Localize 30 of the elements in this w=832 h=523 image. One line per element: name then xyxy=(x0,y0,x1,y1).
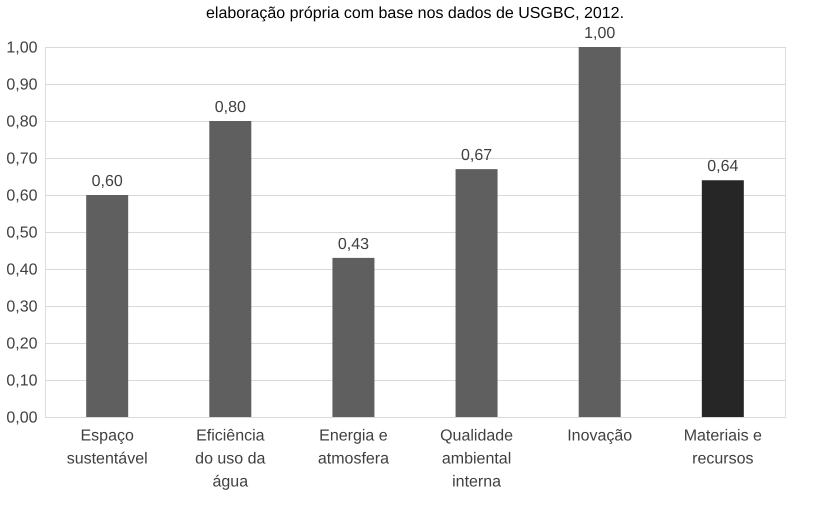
y-tick-label: 0,80 xyxy=(6,114,38,130)
y-tick-label: 0,60 xyxy=(6,188,38,204)
bar xyxy=(456,169,498,417)
bar xyxy=(332,258,374,417)
x-tick-label: Materiais e recursos xyxy=(684,428,762,468)
y-tick-label: 0,30 xyxy=(6,298,38,316)
bar xyxy=(578,47,621,417)
y-tick-label: 0,50 xyxy=(6,224,38,242)
data-label: 1,00 xyxy=(584,25,616,42)
x-tick-label: Inovação xyxy=(567,428,632,444)
chart-title: elaboração própria com base nos dados de USGBC, 2012. xyxy=(206,5,624,22)
bar xyxy=(86,195,128,417)
data-label: 0,80 xyxy=(214,99,246,116)
data-label: 0,67 xyxy=(460,147,492,164)
y-tick-label: 0,20 xyxy=(6,336,38,352)
y-tick-label: 1,00 xyxy=(6,40,38,56)
x-tick-label: Espaço sustentável xyxy=(66,428,148,468)
x-tick-label: Qualidade ambiental interna xyxy=(440,428,514,490)
y-tick-label: 0,90 xyxy=(6,76,38,94)
data-label: 0,60 xyxy=(92,173,123,190)
x-tick-label: Energia e atmosfera xyxy=(318,428,390,468)
y-tick-label: 0,10 xyxy=(6,372,38,390)
y-tick-label: 0,70 xyxy=(6,150,38,168)
data-label: 0,64 xyxy=(707,158,738,176)
bar xyxy=(702,180,744,417)
y-tick-label: 0,00 xyxy=(6,410,38,426)
x-tick-label: Eficiência do uso da água xyxy=(195,428,266,490)
bar xyxy=(209,121,252,417)
data-label: 0,43 xyxy=(338,236,370,253)
y-tick-label: 0,40 xyxy=(6,262,38,278)
